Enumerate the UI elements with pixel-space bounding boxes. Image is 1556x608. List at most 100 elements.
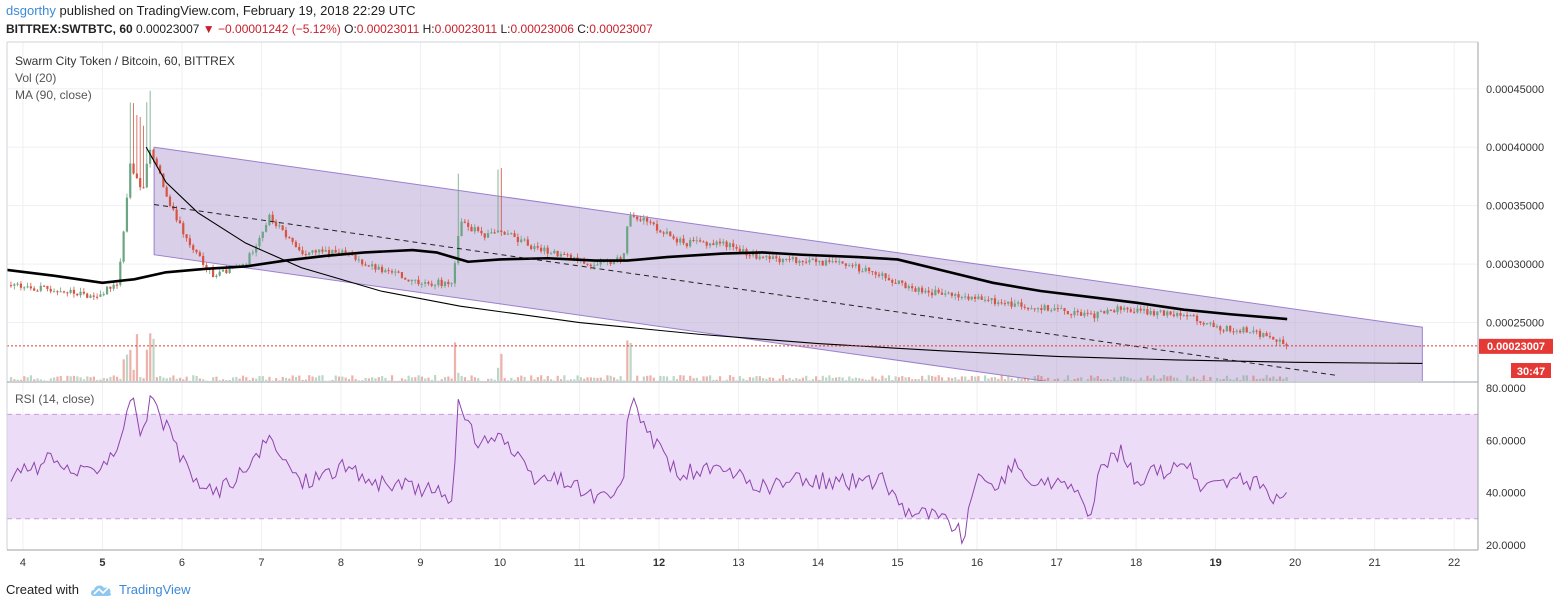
volume-bar	[844, 380, 848, 381]
candle-body	[268, 214, 271, 226]
dashed-trendline	[154, 203, 1335, 376]
tradingview-link[interactable]: TradingView	[118, 582, 191, 597]
candle-body	[715, 241, 718, 245]
volume-bar	[1037, 375, 1040, 381]
candle-body	[490, 232, 493, 234]
volume-bar	[314, 377, 317, 381]
volume-bar	[672, 376, 675, 381]
vol-legend: Vol (20)	[15, 71, 56, 85]
volume-bar	[503, 378, 506, 381]
volume-bar	[1143, 380, 1146, 381]
candle-body	[708, 243, 712, 246]
volume-bar	[1139, 377, 1142, 381]
candle-body	[1106, 309, 1109, 314]
volume-bar	[1202, 375, 1205, 381]
author-link[interactable]: dsgorthy	[6, 3, 56, 18]
volume-bar	[1113, 377, 1116, 381]
volume-bar	[334, 375, 337, 381]
volume-bar	[937, 375, 940, 381]
candle-body	[261, 231, 264, 238]
volume-bar	[513, 379, 516, 381]
volume-bar	[1176, 377, 1179, 381]
candle-body	[672, 236, 675, 239]
candle-body	[477, 227, 480, 231]
close-value: 0.00023007	[589, 22, 653, 36]
candle-body	[76, 293, 79, 296]
volume-bar	[430, 379, 433, 381]
candle-body	[298, 246, 301, 251]
candle-body	[221, 269, 225, 272]
volume-bar	[838, 376, 841, 381]
candle-body	[195, 249, 198, 253]
candle-body	[1053, 308, 1056, 311]
candle-body	[543, 247, 546, 252]
candle-body	[1159, 310, 1162, 312]
volume-bar	[1027, 378, 1030, 381]
candle-body	[848, 265, 851, 267]
candle-body	[1076, 311, 1079, 313]
candle-body	[460, 221, 463, 236]
volume-bar	[907, 377, 911, 381]
candle-body	[26, 286, 29, 288]
volume-bar	[1129, 378, 1132, 381]
volume-bar	[427, 377, 430, 381]
candle-body	[317, 249, 321, 253]
volume-bar	[453, 342, 457, 381]
candle-body	[248, 253, 251, 265]
candle-body	[894, 282, 897, 284]
publish-text: published on TradingView.com, February 1…	[59, 3, 416, 18]
volume-bar	[23, 376, 26, 381]
candle-body	[702, 241, 705, 243]
volume-bar	[447, 376, 450, 381]
candle-body	[662, 232, 665, 234]
candle-body	[851, 265, 854, 267]
candle-body	[367, 265, 370, 267]
candle-body	[649, 221, 652, 223]
candle-body	[1202, 322, 1205, 325]
volume-bar	[1239, 380, 1242, 381]
candle-body	[178, 220, 182, 224]
volume-bar	[241, 375, 245, 381]
candle-body	[841, 261, 844, 264]
candle-body	[453, 263, 457, 284]
candle-body	[62, 291, 66, 293]
candle-body	[814, 258, 818, 263]
volume-bar	[1225, 375, 1229, 381]
candle-body	[241, 264, 244, 266]
volume-bar	[788, 377, 791, 381]
candle-body	[82, 291, 85, 294]
volume-bar	[374, 378, 377, 381]
candle-body	[308, 252, 311, 255]
x-tick-label: 13	[732, 557, 744, 569]
candle-body	[732, 243, 735, 247]
volume-bar	[1245, 375, 1248, 381]
candle-body	[334, 249, 337, 253]
volume-bar	[1186, 375, 1189, 381]
volume-bar	[268, 376, 271, 381]
volume-bar	[530, 375, 533, 381]
candle-body	[36, 290, 39, 292]
candle-body	[612, 261, 616, 264]
candle-body	[1195, 315, 1199, 322]
volume-bar	[222, 379, 225, 381]
candle-body	[1262, 333, 1265, 337]
candle-body	[957, 294, 960, 298]
candle-body	[374, 264, 377, 270]
volume-bar	[801, 377, 804, 381]
volume-bar	[692, 378, 695, 381]
candle-body	[738, 248, 741, 253]
candle-body	[539, 247, 543, 252]
volume-bar	[931, 375, 934, 381]
volume-bar	[122, 359, 125, 381]
candle-body	[788, 258, 791, 260]
candle-body	[370, 264, 374, 267]
candle-body	[125, 197, 129, 232]
candle-body	[168, 196, 172, 206]
volume-bar	[642, 376, 645, 381]
candle-body	[394, 271, 397, 273]
candle-body	[1017, 302, 1020, 304]
volume-bar	[106, 378, 109, 381]
candle-body	[500, 230, 503, 232]
price-tick-label: 0.00040000	[1486, 142, 1544, 154]
